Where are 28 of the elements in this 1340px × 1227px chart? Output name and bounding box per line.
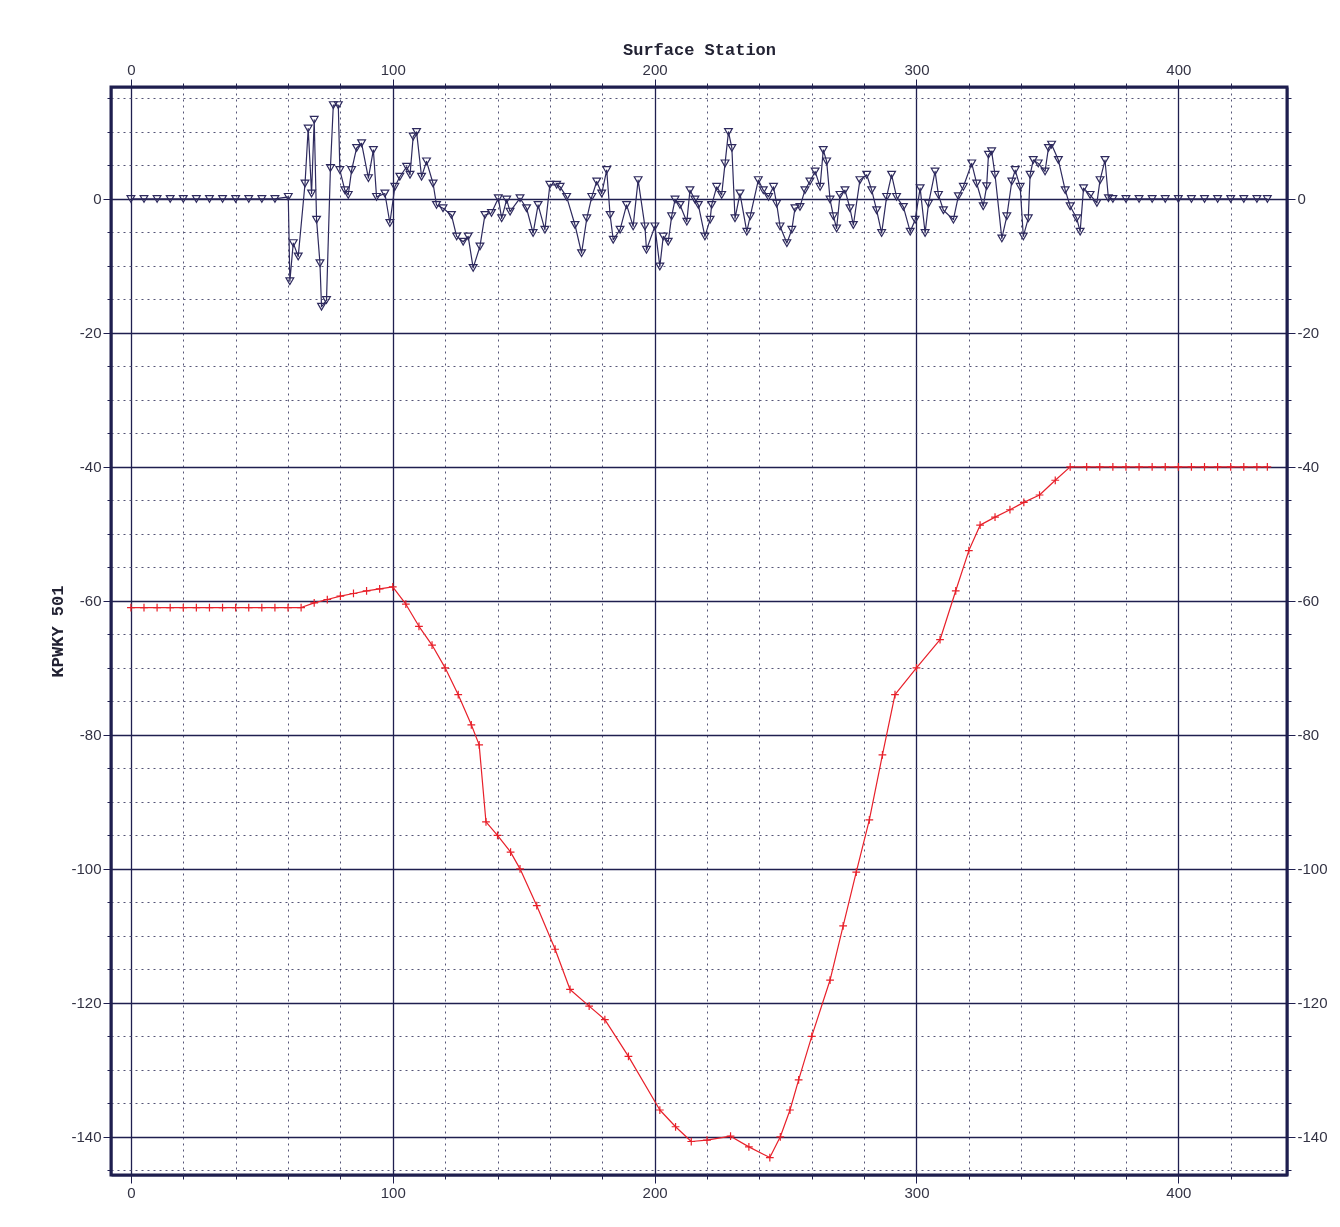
x2-axis-title: Surface Station	[622, 40, 777, 60]
y2-tick-label: -100	[1297, 860, 1328, 878]
x-tick-label: 300	[904, 1183, 930, 1201]
y-tick-label: -20	[79, 324, 102, 342]
x2-tick-label: 0	[127, 60, 136, 78]
x2-tick-label: 400	[1166, 60, 1192, 78]
y-tick-label: -60	[79, 592, 102, 610]
y2-tick-label: -120	[1297, 994, 1328, 1012]
x-tick-label: 100	[380, 1183, 406, 1201]
y2-tick-label: -80	[1297, 726, 1320, 744]
x-tick-label: 400	[1166, 1183, 1192, 1201]
y-tick-label: -80	[79, 726, 102, 744]
x-tick-label: 200	[642, 1183, 668, 1201]
y-axis-title: KPWKY 501	[49, 585, 69, 678]
y-tick-label: 0	[93, 190, 102, 208]
x2-tick-label: 200	[642, 60, 668, 78]
y-tick-label: -140	[71, 1128, 102, 1146]
y2-tick-label: -60	[1297, 592, 1320, 610]
x2-tick-label: 300	[904, 60, 930, 78]
y2-tick-label: 0	[1297, 190, 1306, 208]
y2-tick-label: -40	[1297, 458, 1320, 476]
x2-tick-label: 100	[380, 60, 406, 78]
y-tick-label: -100	[71, 860, 102, 878]
x-tick-label: 0	[127, 1183, 136, 1201]
y-tick-label: -40	[79, 458, 102, 476]
y-tick-label: -120	[71, 994, 102, 1012]
y2-tick-label: -20	[1297, 324, 1320, 342]
y2-tick-label: -140	[1297, 1128, 1328, 1146]
